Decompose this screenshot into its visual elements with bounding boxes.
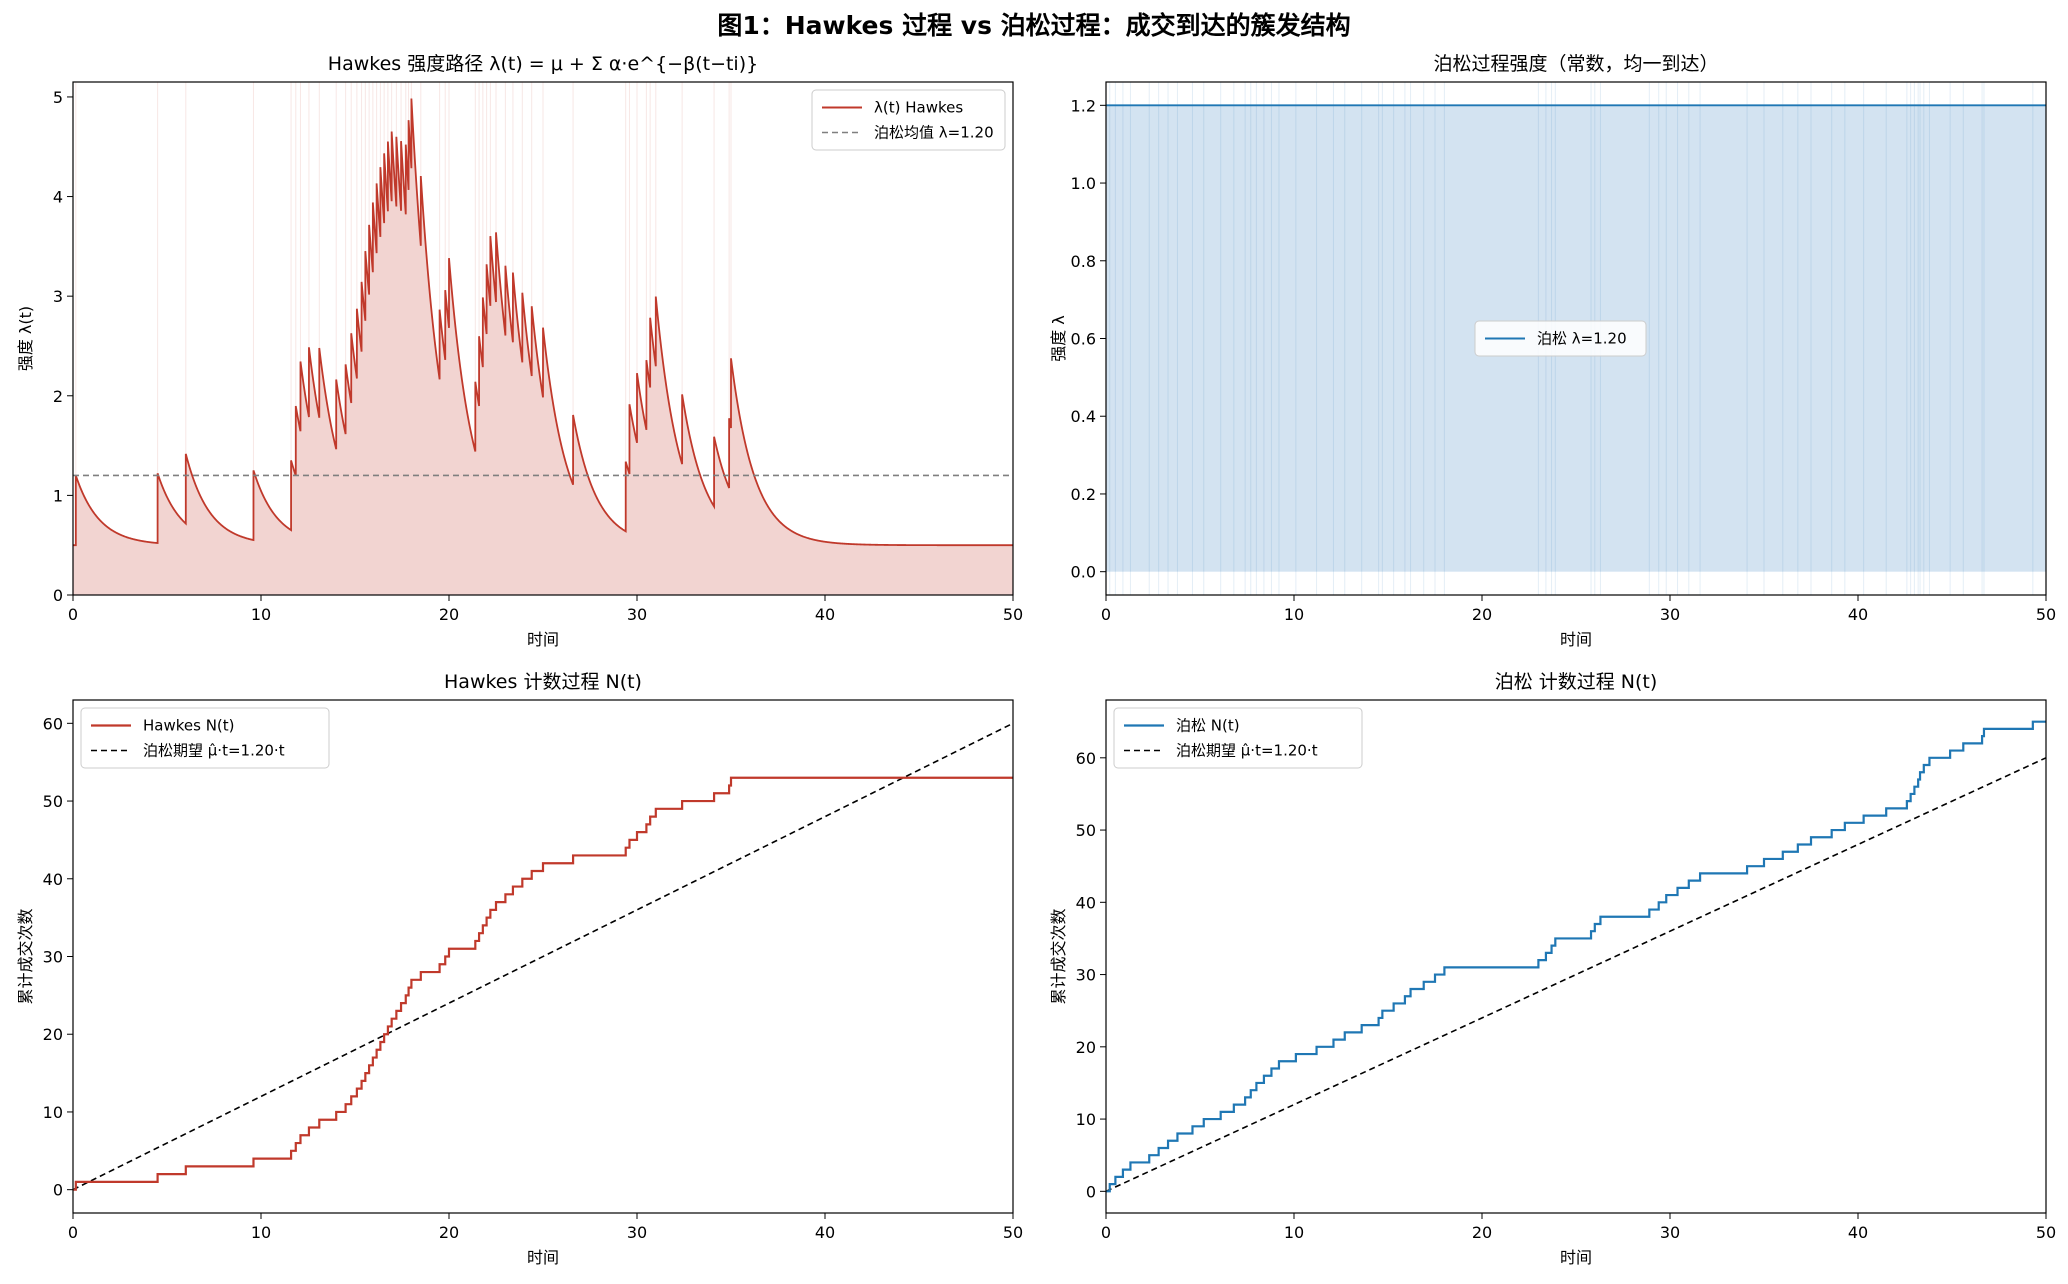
y-tick-label: 0.6 (1071, 330, 1096, 349)
y-tick-label: 0 (53, 586, 63, 605)
axes-title: Hawkes 计数过程 N(t) (444, 671, 642, 693)
figure-title: 图1：Hawkes 过程 vs 泊松过程：成交到达的簇发结构 (717, 11, 1350, 40)
x-tick-label: 50 (2036, 1223, 2056, 1242)
y-tick-label: 20 (1076, 1038, 1096, 1057)
y-tick-label: 10 (1076, 1110, 1096, 1129)
x-axis-label: 时间 (527, 630, 559, 649)
y-tick-label: 50 (43, 792, 63, 811)
x-tick-label: 20 (1472, 605, 1492, 624)
chart-hawkes-counting: Hawkes 计数过程 N(t) 0 10 20 30 40 50 0 10 20 30 40 50 60… (16, 671, 1023, 1267)
x-tick-label: 20 (1472, 1223, 1492, 1242)
y-axis-label: 累计成交次数 (1049, 908, 1068, 1004)
y-tick-label: 50 (1076, 821, 1096, 840)
x-tick-label: 10 (1284, 1223, 1304, 1242)
expected-line (1105, 757, 2047, 1193)
legend-label: Hawkes N(t) (143, 717, 235, 735)
x-tick-label: 0 (1101, 605, 1111, 624)
y-tick-label: 0 (1086, 1182, 1096, 1201)
legend: λ(t) Hawkes 泊松均值 λ=1.20 (811, 89, 1006, 151)
axes-frame (72, 81, 1014, 596)
x-tick-label: 0 (68, 605, 78, 624)
x-tick-label: 40 (1848, 605, 1868, 624)
y-tick-label: 0.0 (1071, 563, 1096, 582)
y-tick-label: 60 (43, 714, 63, 733)
x-axis-label: 时间 (1560, 630, 1592, 649)
y-tick-label: 40 (1076, 893, 1096, 912)
legend-label: λ(t) Hawkes (874, 99, 963, 117)
expected-line (72, 722, 1014, 1191)
x-tick-label: 40 (815, 605, 835, 624)
y-tick-label: 0.2 (1071, 485, 1096, 504)
x-tick-label: 40 (815, 1223, 835, 1242)
legend: 泊松 λ=1.20 (1474, 320, 1647, 357)
y-tick-label: 1 (53, 486, 63, 505)
chart-poisson-intensity: 泊松过程强度（常数，均一到达） 0 10 20 30 40 50 0.0 0.2 0.4 0.6 0.… (1049, 53, 2056, 649)
y-tick-label: 10 (43, 1103, 63, 1122)
y-tick-label: 0.4 (1071, 407, 1096, 426)
legend-label: 泊松均值 λ=1.20 (874, 124, 994, 142)
x-tick-label: 50 (2036, 605, 2056, 624)
x-tick-label: 10 (1284, 605, 1304, 624)
legend-box (1474, 320, 1647, 357)
x-tick-label: 0 (68, 1223, 78, 1242)
axes-title: Hawkes 强度路径 λ(t) = μ + Σ α·e^{−β(t−ti)} (328, 53, 758, 75)
y-tick-label: 30 (43, 948, 63, 967)
y-tick-label: 3 (53, 287, 63, 306)
y-tick-label: 20 (43, 1025, 63, 1044)
x-tick-label: 0 (1101, 1223, 1111, 1242)
y-tick-label: 0.8 (1071, 252, 1096, 271)
x-tick-label: 20 (439, 605, 459, 624)
legend-box (80, 707, 330, 769)
legend-label: 泊松期望 μ̂·t=1.20·t (143, 742, 285, 760)
y-tick-label: 5 (53, 88, 63, 107)
x-tick-label: 50 (1003, 605, 1023, 624)
axes-title: 泊松 计数过程 N(t) (1495, 671, 1658, 693)
counting-line (1106, 720, 2047, 1193)
chart-poisson-counting: 泊松 计数过程 N(t) 0 10 20 30 40 50 0 10 20 30 40 50 60 时间 累计… (1049, 671, 2056, 1267)
legend: Hawkes N(t) 泊松期望 μ̂·t=1.20·t (80, 707, 330, 769)
y-tick-label: 1.2 (1071, 96, 1096, 115)
x-tick-label: 10 (251, 1223, 271, 1242)
axes-title: 泊松过程强度（常数，均一到达） (1433, 53, 1718, 75)
chart-hawkes-intensity: Hawkes 强度路径 λ(t) = μ + Σ α·e^{−β(t−ti)} 0… (16, 53, 1023, 649)
legend-label: 泊松 N(t) (1176, 717, 1240, 735)
y-tick-label: 0 (53, 1181, 63, 1200)
y-tick-label: 40 (43, 870, 63, 889)
x-axis-label: 时间 (527, 1248, 559, 1267)
y-tick-label: 30 (1076, 966, 1096, 985)
x-tick-label: 50 (1003, 1223, 1023, 1242)
axes-frame (1105, 699, 2047, 1214)
y-axis-label: 累计成交次数 (16, 908, 35, 1004)
y-axis-label: 强度 λ(t) (16, 306, 35, 371)
x-tick-label: 30 (627, 605, 647, 624)
x-tick-label: 40 (1848, 1223, 1868, 1242)
y-tick-label: 60 (1076, 749, 1096, 768)
counting-line (73, 776, 1014, 1191)
y-tick-label: 4 (53, 188, 63, 207)
x-axis-label: 时间 (1560, 1248, 1592, 1267)
legend-box (1113, 707, 1363, 769)
x-tick-label: 20 (439, 1223, 459, 1242)
x-tick-label: 10 (251, 605, 271, 624)
x-tick-label: 30 (1660, 605, 1680, 624)
legend-label: 泊松 λ=1.20 (1537, 330, 1627, 348)
y-axis-label: 强度 λ (1049, 315, 1068, 362)
x-tick-label: 30 (1660, 1223, 1680, 1242)
y-tick-label: 1.0 (1071, 174, 1096, 193)
legend-label: 泊松期望 μ̂·t=1.20·t (1176, 742, 1318, 760)
legend: 泊松 N(t) 泊松期望 μ̂·t=1.20·t (1113, 707, 1363, 769)
y-tick-label: 2 (53, 387, 63, 406)
intensity-line (73, 98, 1013, 547)
x-tick-label: 30 (627, 1223, 647, 1242)
legend-box (811, 89, 1006, 151)
